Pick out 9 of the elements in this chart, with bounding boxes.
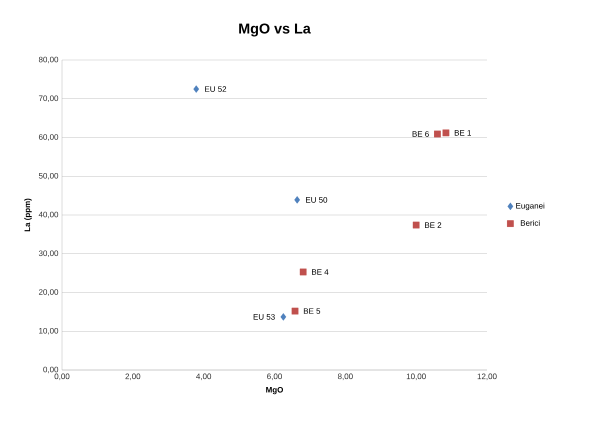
- chart-title: MgO vs La: [239, 23, 311, 37]
- point: [193, 85, 200, 93]
- point: [434, 130, 441, 138]
- point: [292, 308, 298, 314]
- point: [442, 129, 450, 136]
- point: [412, 222, 420, 228]
- point: [300, 268, 307, 276]
- point: [280, 313, 286, 321]
- point: [294, 196, 300, 204]
